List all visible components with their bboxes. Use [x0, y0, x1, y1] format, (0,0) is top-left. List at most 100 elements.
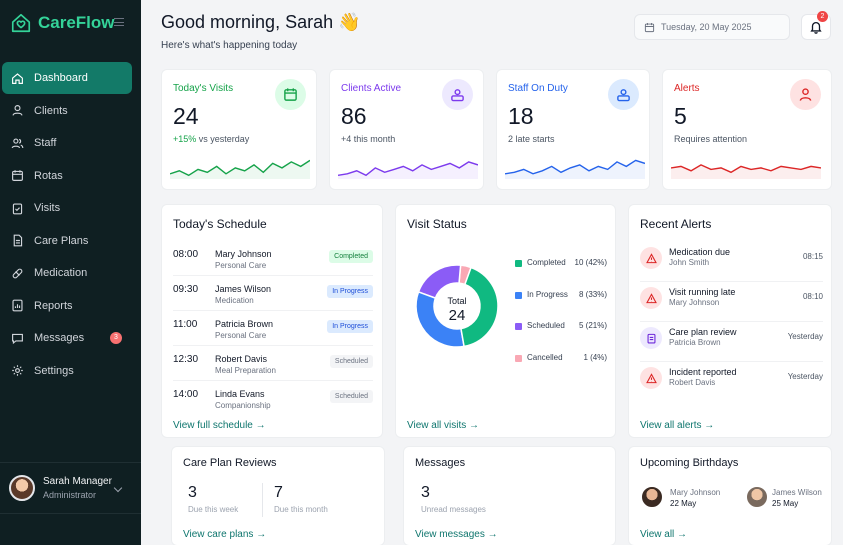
message-icon [12, 333, 23, 344]
donut-slice-in-progress[interactable] [415, 290, 465, 348]
alert-title: Visit running late [669, 287, 736, 297]
donut-slice-scheduled[interactable] [417, 264, 462, 300]
stat-card-staff-on-duty[interactable]: Staff On Duty 18 2 late starts [496, 69, 650, 190]
legend-item: Cancelled 1 (4%) [515, 353, 607, 365]
clipboard-check-icon [12, 202, 23, 214]
view-full-schedule-link[interactable]: View full schedule → [173, 420, 266, 431]
birthday-item[interactable]: James Wilson 25 May [745, 485, 831, 511]
view-all-visits-link[interactable]: View all visits → [407, 420, 480, 431]
page-subtitle: Here's what's happening today [161, 40, 298, 51]
sidebar-nav: Dashboard Clients Staff Rotas Visits Car… [0, 62, 141, 387]
birthday-item[interactable]: Mary Johnson 22 May [640, 485, 730, 511]
app-name: CareFlow [38, 13, 115, 32]
due-this-week-value: 3 [188, 484, 197, 501]
sidebar-item-care-plans[interactable]: Care Plans [2, 225, 132, 257]
alert-time: Yesterday [787, 372, 823, 381]
user-alert-icon [799, 88, 812, 101]
table-row[interactable]: 09:30 James Wilson Medication In Progres… [173, 277, 373, 311]
alert-item[interactable]: Visit running late Mary Johnson 08:10 [640, 282, 823, 322]
due-this-month-label: Due this month [274, 505, 328, 514]
stat-label: Clients Active [341, 83, 402, 94]
view-all-birthdays-link[interactable]: View all → [640, 529, 688, 540]
sidebar-item-label: Rotas [34, 169, 63, 182]
sidebar-item-settings[interactable]: Settings [2, 355, 132, 387]
stat-icon-badge [275, 79, 306, 110]
panel-title: Visit Status [407, 217, 467, 231]
visit-type: Personal Care [215, 261, 267, 270]
stat-label: Staff On Duty [508, 83, 568, 94]
calendar-icon [644, 22, 655, 32]
legend-item: Scheduled 5 (21%) [515, 321, 607, 333]
sparkline-area [338, 161, 478, 179]
care-plan-reviews-panel: Care Plan Reviews 3 Due this week 7 Due … [171, 446, 385, 545]
sidebar-item-clients[interactable]: Clients [2, 95, 132, 127]
menu-collapse-icon[interactable] [114, 18, 124, 26]
unread-messages-label: Unread messages [421, 505, 486, 514]
sidebar-item-reports[interactable]: Reports [2, 290, 132, 322]
view-all-alerts-link[interactable]: View all alerts → [640, 420, 715, 431]
visit-time: 14:00 [173, 389, 199, 400]
date-picker[interactable]: Tuesday, 20 May 2025 [634, 14, 790, 40]
birthday-name: Mary Johnson [670, 488, 721, 497]
messages-count-badge: 3 [110, 332, 122, 344]
table-row[interactable]: 12:30 Robert Davis Meal Preparation Sche… [173, 347, 373, 381]
sparkline [338, 161, 478, 179]
stat-card-todays-visits[interactable]: Today's Visits 24 +15% vs yesterday [161, 69, 317, 190]
legend-swatch [515, 355, 522, 362]
alert-item[interactable]: Care plan review Patricia Brown Yesterda… [640, 322, 823, 362]
sidebar-item-label: Staff [34, 137, 57, 149]
legend-value: 5 (21%) [578, 321, 607, 330]
alert-icon-badge [640, 287, 662, 309]
bell-icon [810, 21, 822, 34]
sidebar-item-label: Messages [34, 332, 85, 344]
birthday-date: 25 May [772, 499, 799, 508]
sparkline [505, 159, 645, 179]
panel-title: Upcoming Birthdays [640, 457, 739, 469]
chevron-down-icon[interactable] [113, 483, 123, 493]
stat-note: 2 late starts [508, 134, 555, 144]
alert-item[interactable]: Incident reported Robert Davis Yesterday [640, 362, 823, 402]
gear-icon [12, 365, 23, 376]
client-name: James Wilson [215, 284, 272, 294]
legend-item: In Progress 8 (33%) [515, 290, 607, 302]
sidebar-item-visits[interactable]: Visits [2, 192, 132, 224]
panel-title: Messages [415, 457, 466, 469]
page-title: Good morning, Sarah 👋 [161, 12, 361, 32]
status-badge: Completed [329, 250, 373, 263]
avatar [745, 485, 769, 509]
donut-slice-completed[interactable] [460, 266, 499, 348]
stat-card-alerts[interactable]: Alerts 5 Requires attention [662, 69, 832, 190]
visit-type: Meal Preparation [215, 366, 276, 375]
avatar [9, 475, 35, 501]
status-badge: Scheduled [329, 390, 373, 403]
sidebar-item-dashboard[interactable]: Dashboard [2, 62, 132, 94]
alert-item[interactable]: Medication due John Smith 08:15 [640, 242, 823, 282]
table-row[interactable]: 11:00 Patricia Brown Personal Care In Pr… [173, 312, 373, 346]
legend-swatch [515, 292, 522, 299]
table-row[interactable]: 14:00 Linda Evans Companionship Schedule… [173, 382, 373, 416]
alert-subject: Mary Johnson [669, 298, 720, 307]
sidebar-item-medication[interactable]: Medication [2, 257, 132, 289]
sparkline-line [338, 161, 478, 177]
brand[interactable]: CareFlow [10, 12, 124, 34]
sidebar-item-staff[interactable]: Staff [2, 127, 132, 159]
notifications-button[interactable]: 2 [801, 11, 831, 40]
view-care-plans-link[interactable]: View care plans → [183, 529, 267, 540]
staff-card-icon [617, 89, 630, 102]
legend-value: 10 (42%) [574, 258, 607, 267]
birthday-date: 22 May [670, 499, 697, 508]
birthday-name: James Wilson [772, 488, 822, 497]
sidebar-item-messages[interactable]: Messages 3 [2, 322, 132, 354]
user-card-icon [451, 89, 464, 102]
due-this-week-label: Due this week [188, 505, 239, 514]
visit-time: 08:00 [173, 249, 199, 260]
sidebar-item-rotas[interactable]: Rotas [2, 160, 132, 192]
stat-card-clients-active[interactable]: Clients Active 86 +4 this month [329, 69, 484, 190]
calendar-icon [284, 88, 297, 101]
user-menu[interactable]: Sarah Manager Administrator [0, 462, 141, 514]
sparkline-area [671, 164, 821, 179]
stat-icon-badge [608, 79, 639, 110]
view-messages-link[interactable]: View messages → [415, 529, 498, 540]
table-row[interactable]: 08:00 Mary Johnson Personal Care Complet… [173, 242, 373, 276]
report-icon [12, 299, 23, 312]
